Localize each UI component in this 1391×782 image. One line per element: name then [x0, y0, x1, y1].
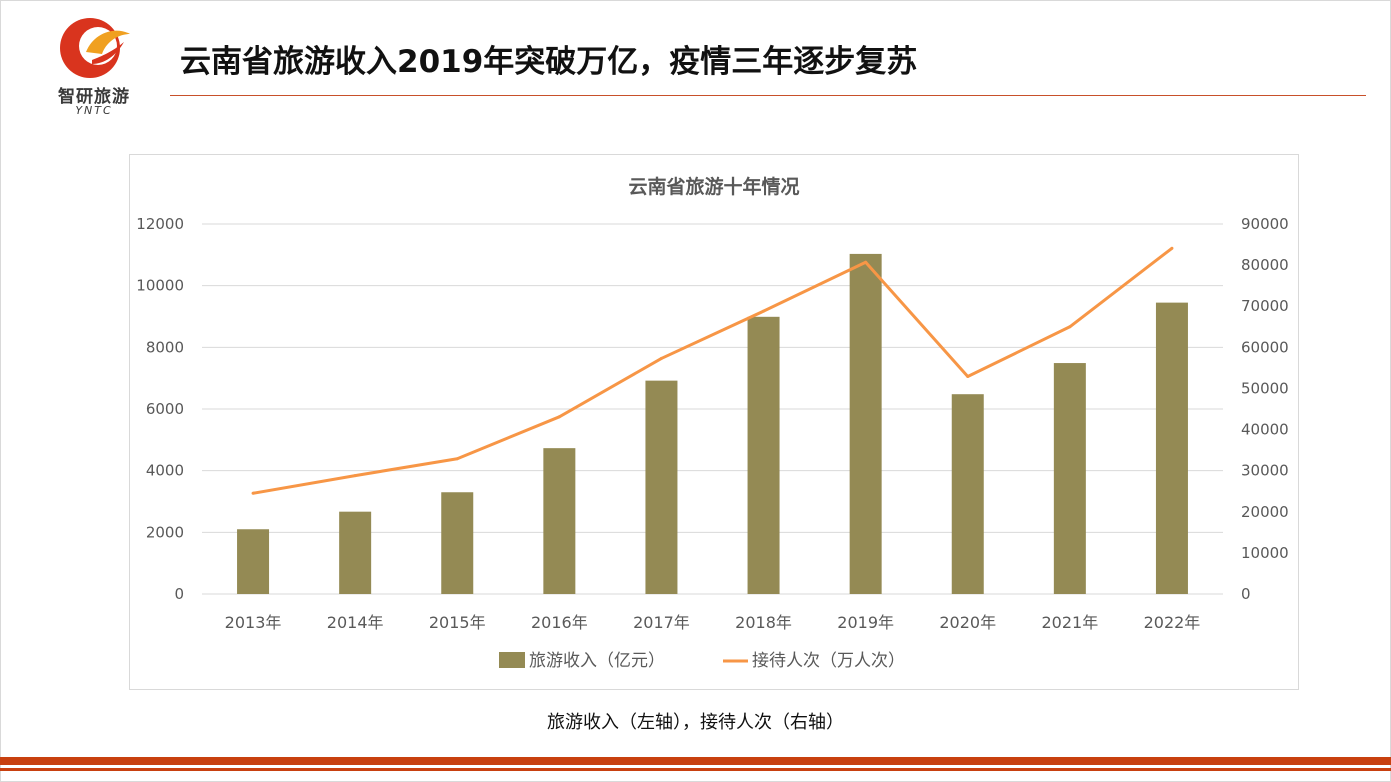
x-axis-tick-label: 2022年	[1144, 613, 1201, 632]
logo-mark-icon	[60, 18, 130, 78]
footer-band-thin	[0, 768, 1391, 771]
left-axis-tick-label: 12000	[136, 215, 184, 233]
chart-container: 云南省旅游十年情况 0 2000 4000 6000 8000 10000 12000 0 100…	[129, 154, 1299, 690]
bar	[951, 394, 984, 594]
line-point	[557, 415, 561, 419]
page-title: 云南省旅游收入2019年突破万亿，疫情三年逐步复苏	[180, 44, 918, 80]
chart-caption: 旅游收入（左轴），接待人次（右轴）	[547, 712, 844, 733]
right-axis-tick-label: 40000	[1241, 421, 1289, 439]
footer-band	[0, 757, 1391, 765]
legend-bar-label: 旅游收入（亿元）	[529, 651, 665, 671]
bar	[645, 380, 678, 594]
left-axis-tick-label: 10000	[136, 277, 184, 295]
logo-name-en: YNTC	[75, 104, 113, 117]
line-point	[864, 260, 868, 264]
logo-name-cn: 智研旅游	[58, 87, 130, 107]
right-axis-tick-label: 30000	[1241, 462, 1289, 480]
legend-line-label: 接待人次（万人次）	[752, 651, 905, 671]
bar	[339, 511, 372, 594]
right-axis-tick-label: 90000	[1241, 215, 1289, 233]
right-axis-tick-label: 20000	[1241, 503, 1289, 521]
bar	[441, 492, 474, 594]
left-axis-tick-label: 8000	[146, 338, 184, 356]
x-axis-tick-label: 2016年	[531, 613, 588, 632]
right-axis-tick-label: 10000	[1241, 544, 1289, 562]
line-point	[251, 491, 255, 495]
right-axis-tick-label: 60000	[1241, 338, 1289, 356]
left-axis-tick-label: 0	[174, 585, 184, 603]
left-axis-tick-label: 4000	[146, 462, 184, 480]
logo: 智研旅游 YNTC	[46, 12, 142, 117]
line-point	[659, 356, 663, 360]
left-axis-tick-label: 6000	[146, 400, 184, 418]
bar	[849, 253, 882, 594]
x-axis-tick-label: 2021年	[1041, 613, 1098, 632]
series-line	[252, 247, 1173, 495]
bar	[1155, 302, 1188, 594]
x-axis-tick-label: 2018年	[735, 613, 792, 632]
x-axis-tick-label: 2013年	[225, 613, 282, 632]
line-point	[966, 375, 970, 379]
title-divider	[170, 95, 1366, 96]
bar	[747, 316, 780, 594]
right-axis-tick-label: 80000	[1241, 256, 1289, 274]
bar	[1053, 363, 1086, 594]
x-axis-tick-label: 2020年	[939, 613, 996, 632]
bar	[237, 529, 270, 594]
x-axis-tick-label: 2015年	[429, 613, 486, 632]
chart-title: 云南省旅游十年情况	[628, 175, 799, 198]
right-axis-tick-label: 70000	[1241, 297, 1289, 315]
combo-chart: 云南省旅游十年情况 0 2000 4000 6000 8000 10000 12000 0 100…	[136, 175, 1289, 671]
line-point	[353, 474, 357, 478]
legend-bar-swatch	[499, 652, 525, 668]
line-point	[1068, 325, 1072, 329]
x-axis-tick-label: 2019年	[837, 613, 894, 632]
right-axis-tick-label: 0	[1241, 585, 1251, 603]
x-axis-tick-label: 2014年	[327, 613, 384, 632]
line-point	[762, 309, 766, 313]
x-axis-tick-label: 2017年	[633, 613, 690, 632]
line-point	[1170, 246, 1174, 250]
right-axis-tick-label: 50000	[1241, 379, 1289, 397]
left-axis-tick-label: 2000	[146, 523, 184, 541]
bar	[543, 448, 576, 594]
line-point	[455, 457, 459, 461]
